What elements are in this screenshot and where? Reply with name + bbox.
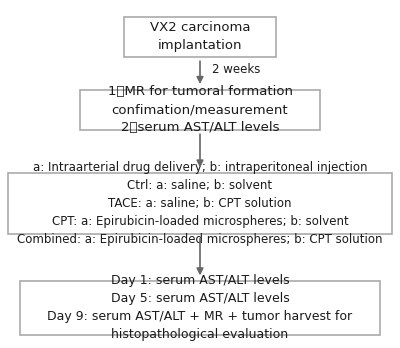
FancyBboxPatch shape: [8, 173, 392, 234]
FancyBboxPatch shape: [124, 16, 276, 57]
FancyBboxPatch shape: [20, 281, 380, 335]
FancyBboxPatch shape: [80, 89, 320, 129]
Text: 2 weeks: 2 weeks: [212, 63, 260, 76]
Text: a: Intraarterial drug delivery; b: intraperitoneal injection
Ctrl: a: saline; b:: a: Intraarterial drug delivery; b: intra…: [17, 161, 383, 246]
Text: Day 1: serum AST/ALT levels
Day 5: serum AST/ALT levels
Day 9: serum AST/ALT + M: Day 1: serum AST/ALT levels Day 5: serum…: [48, 275, 352, 341]
Text: 1、MR for tumoral formation
confimation/measurement
2、serum AST/ALT levels: 1、MR for tumoral formation confimation/m…: [108, 85, 292, 134]
Text: VX2 carcinoma
implantation: VX2 carcinoma implantation: [150, 21, 250, 52]
